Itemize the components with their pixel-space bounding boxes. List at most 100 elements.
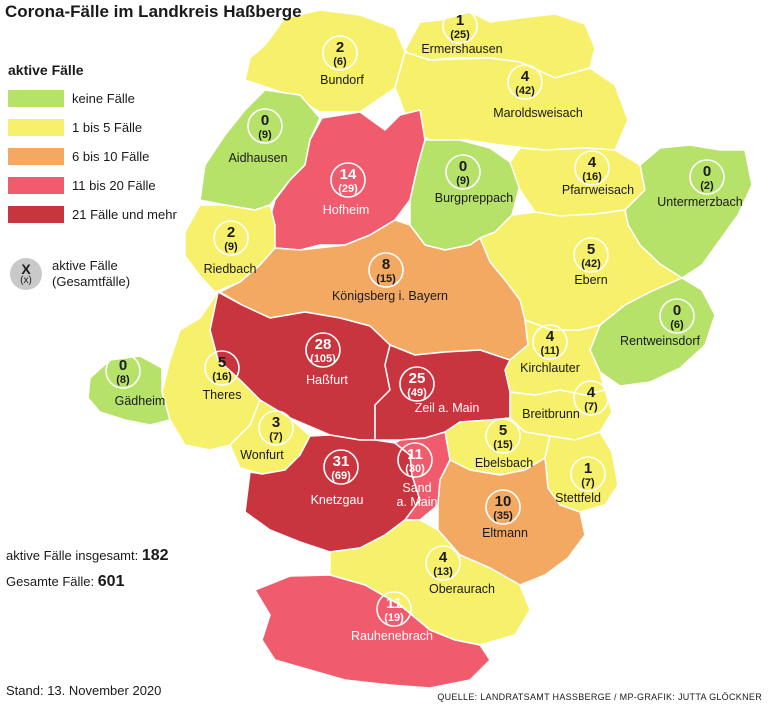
total-count-wonfurt: (7) <box>269 431 283 443</box>
active-total: aktive Fälle insgesamt: 182 <box>6 543 169 569</box>
total-count-burgpreppach: (9) <box>456 175 470 187</box>
legend-label: keine Fälle <box>72 91 135 106</box>
legend-swatch <box>8 206 64 223</box>
case-circle-breitbrunn <box>573 380 609 416</box>
case-circle-bundorf <box>322 35 358 71</box>
legend: aktive Fälle keine Fälle 1 bis 5 Fälle 6… <box>8 62 208 229</box>
active-count-hofheim: 14 <box>340 166 357 183</box>
total-count-ermershausen: (25) <box>450 29 470 41</box>
active-total-label: aktive Fälle insgesamt: <box>6 548 139 563</box>
active-count-rentweinsdorf: 0 <box>673 302 681 319</box>
municipality-name-knetzgau: Knetzgau <box>311 493 364 507</box>
municipality-name-kirchlauter: Kirchlauter <box>520 361 580 375</box>
municipality-name-bundorf: Bundorf <box>320 73 364 87</box>
case-circle-stettfeld <box>570 456 606 492</box>
active-count-zeil-a-main: 25 <box>409 370 426 387</box>
municipality-name-zeil-a-main: Zeil a. Main <box>415 401 480 415</box>
total-count-ebern: (42) <box>581 258 601 270</box>
active-count-bundorf: 2 <box>336 39 344 56</box>
total-count-sand-a-main: (30) <box>405 463 425 475</box>
case-circle-sand-a-main <box>397 442 433 478</box>
case-circle-ermershausen <box>442 8 478 44</box>
source-credit: QUELLE: LANDRATSAMT HASSBERGE / MP-GRAFI… <box>437 692 762 702</box>
active-count-kirchlauter: 4 <box>546 328 555 345</box>
legend-item-1-5: 1 bis 5 Fälle <box>8 113 208 142</box>
legend-item-none: keine Fälle <box>8 84 208 113</box>
total-count-hassfurt: (105) <box>310 353 336 365</box>
municipality-name-sand-a-main: Sand a. Main <box>397 481 438 509</box>
active-count-gaedheim: 0 <box>119 357 127 374</box>
case-circle-rauhenebrach <box>376 591 412 627</box>
legend-label: 1 bis 5 Fälle <box>72 120 143 135</box>
legend-item-21-plus: 21 Fälle und mehr <box>8 200 208 229</box>
case-circle-ebern <box>573 237 609 273</box>
municipality-name-rauhenebrach: Rauhenebrach <box>351 629 433 643</box>
active-count-wonfurt: 3 <box>272 414 280 431</box>
region-gaedheim <box>87 355 171 426</box>
active-count-aidhausen: 0 <box>261 112 269 129</box>
symbol-key: X (x) aktive Fälle (Gesamtfälle) <box>10 258 130 290</box>
active-count-ebelsbach: 5 <box>499 422 507 439</box>
active-count-sand-a-main: 11 <box>407 446 423 463</box>
region-ermershausen <box>404 11 596 79</box>
case-circle-ebelsbach <box>485 418 521 454</box>
key-symbol-sub: (x) <box>20 275 32 286</box>
total-count-hofheim: (29) <box>338 183 358 195</box>
active-count-koenigsberg-i-bayern: 8 <box>382 256 390 273</box>
municipality-name-ermershausen: Ermershausen <box>421 42 502 56</box>
legend-swatch <box>8 177 64 194</box>
municipality-name-oberaurach: Oberaurach <box>429 582 495 596</box>
municipality-name-hassfurt: Haßfurt <box>306 373 348 387</box>
municipality-name-koenigsberg-i-bayern: Königsberg i. Bayern <box>332 289 448 303</box>
stand-date: Stand: 13. November 2020 <box>6 683 162 698</box>
case-circle-maroldsweisach <box>507 64 543 100</box>
case-circle-aidhausen <box>247 108 283 144</box>
page-title: Corona-Fälle im Landkreis Haßberge <box>5 2 302 21</box>
active-count-pfarrweisach: 4 <box>588 154 597 171</box>
legend-label: 6 bis 10 Fälle <box>72 149 150 164</box>
total-count-untermerzbach: (2) <box>700 180 714 192</box>
municipality-name-wonfurt: Wonfurt <box>240 448 284 462</box>
total-count-gaedheim: (8) <box>116 374 130 386</box>
total-count-zeil-a-main: (49) <box>407 387 427 399</box>
total-count-knetzgau: (69) <box>331 470 351 482</box>
total-count-kirchlauter: (11) <box>541 345 560 357</box>
case-circle-koenigsberg-i-bayern <box>368 252 404 288</box>
total-count-koenigsberg-i-bayern: (15) <box>376 273 396 285</box>
case-circle-hofheim <box>330 162 366 198</box>
legend-swatch <box>8 119 64 136</box>
case-circle-wonfurt <box>258 410 294 446</box>
case-circle-theres <box>204 350 240 386</box>
case-circle-eltmann <box>485 489 521 525</box>
total-count-riedbach: (9) <box>224 241 238 253</box>
municipality-name-aidhausen: Aidhausen <box>228 151 287 165</box>
case-circle-knetzgau <box>323 449 359 485</box>
active-total-value: 182 <box>141 547 169 564</box>
active-count-breitbrunn: 4 <box>587 384 596 401</box>
legend-label: 21 Fälle und mehr <box>72 207 177 222</box>
active-count-ermershausen: 1 <box>456 12 464 29</box>
total-count-breitbrunn: (7) <box>584 401 598 413</box>
legend-swatch <box>8 148 64 165</box>
active-count-stettfeld: 1 <box>584 460 592 477</box>
region-rauhenebrach <box>254 574 491 689</box>
municipality-name-riedbach: Riedbach <box>204 262 257 276</box>
municipality-name-ebern: Ebern <box>574 273 607 287</box>
municipality-name-burgpreppach: Burgpreppach <box>435 191 514 205</box>
total-count-pfarrweisach: (16) <box>582 171 602 183</box>
key-symbol: X <box>21 261 31 277</box>
active-count-maroldsweisach: 4 <box>521 68 530 85</box>
municipality-name-breitbrunn: Breitbrunn <box>522 407 580 421</box>
case-circle-kirchlauter <box>532 324 568 360</box>
total-count-aidhausen: (9) <box>258 129 272 141</box>
overall-total-value: 601 <box>97 573 125 590</box>
case-circle-oberaurach <box>425 545 461 581</box>
total-count-stettfeld: (7) <box>581 477 595 489</box>
active-count-knetzgau: 31 <box>333 453 350 470</box>
key-circle-icon: X (x) <box>10 258 42 290</box>
region-maroldsweisach <box>394 51 629 151</box>
active-count-ebern: 5 <box>587 241 595 258</box>
active-count-hassfurt: 28 <box>315 336 332 353</box>
total-count-eltmann: (35) <box>493 510 513 522</box>
active-count-rauhenebrach: 11 <box>386 595 402 612</box>
